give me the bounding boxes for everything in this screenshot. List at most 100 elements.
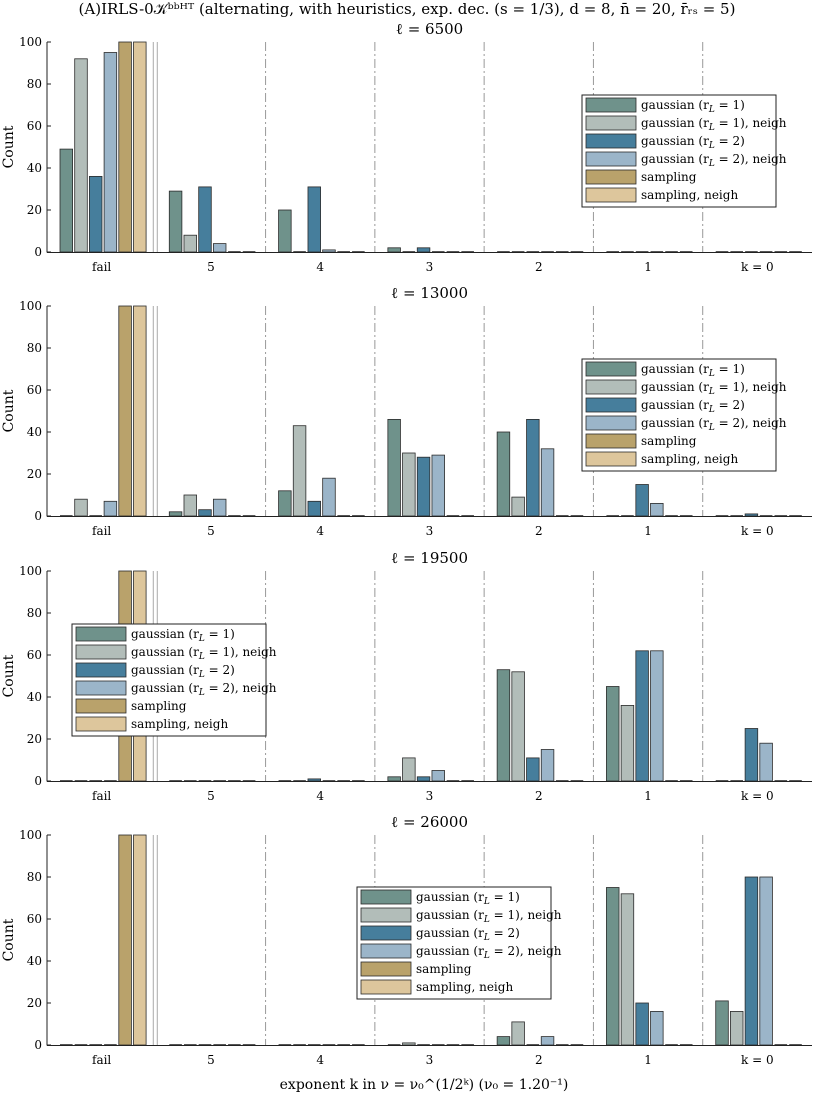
x-tick-label: 5 [207, 1053, 215, 1067]
bar [89, 175, 103, 253]
legend-swatch [585, 133, 637, 149]
legend-label: gaussian (rL = 1), neigh [641, 380, 787, 397]
bar [387, 247, 401, 253]
legend-swatch [585, 187, 637, 203]
x-tick-label: 1 [644, 524, 652, 538]
panel-title: ℓ = 19500 [391, 549, 468, 567]
legend-label: sampling, neigh [641, 452, 738, 466]
x-tick-label: 3 [426, 1053, 434, 1067]
y-tick-label: 80 [27, 870, 42, 884]
legend-swatch [75, 680, 127, 696]
x-tick-label: 5 [207, 260, 215, 274]
bar [183, 234, 197, 253]
y-tick-label: 0 [34, 1038, 42, 1052]
x-tick-label: k = 0 [741, 1053, 774, 1067]
bar [198, 186, 212, 253]
bar [198, 509, 212, 517]
x-tick-label: 4 [316, 789, 324, 803]
legend-label: sampling, neigh [641, 188, 738, 202]
legend-swatch [360, 943, 412, 959]
legend-label: gaussian (rL = 1), neigh [641, 116, 787, 133]
bar [620, 705, 635, 782]
bar [278, 209, 292, 253]
bar [620, 893, 635, 1046]
x-tick-label: fail [92, 524, 111, 538]
bar [606, 686, 620, 782]
bar [212, 498, 227, 517]
y-tick-label: 40 [27, 425, 42, 439]
legend-label: gaussian (rL = 2), neigh [641, 152, 787, 169]
bar [322, 249, 336, 253]
legend-label: gaussian (rL = 2) [131, 663, 235, 680]
legend: gaussian (rL = 1)gaussian (rL = 1), neig… [581, 94, 787, 208]
panel-1: ℓ = 6500 Count 0 20 40 60 80 100 fail 5 4 3 2 1 k = 0 g… [1, 20, 812, 274]
y-tick-label: 80 [27, 341, 42, 355]
bar [103, 52, 118, 253]
legend-label: gaussian (rL = 2) [641, 398, 745, 415]
x-tick-label: 4 [316, 260, 324, 274]
x-tick-label: 1 [644, 260, 652, 274]
x-tick-label: 5 [207, 524, 215, 538]
bar [496, 669, 511, 782]
bar [526, 418, 540, 517]
x-tick-label: fail [92, 1053, 111, 1067]
bar [118, 41, 132, 253]
x-tick-label: 2 [535, 260, 543, 274]
x-tick-label: 3 [426, 260, 434, 274]
legend-swatch [585, 397, 637, 413]
legend-swatch [75, 716, 127, 732]
y-tick-label: 60 [27, 912, 42, 926]
bar [307, 778, 321, 782]
x-tick-label: fail [92, 260, 111, 274]
x-tick-label: 2 [535, 524, 543, 538]
legend: gaussian (rL = 1)gaussian (rL = 1), neig… [581, 358, 787, 472]
bar [496, 431, 511, 517]
bar [526, 757, 540, 782]
legend-swatch [585, 169, 637, 185]
bar [183, 494, 197, 517]
legend-label: gaussian (rL = 2), neigh [131, 681, 277, 698]
x-tick-label: 1 [644, 789, 652, 803]
bar [74, 498, 88, 517]
y-tick-label: 40 [27, 161, 42, 175]
bar [511, 496, 525, 517]
legend-box [356, 886, 552, 1000]
x-tick-label: k = 0 [741, 260, 774, 274]
legend-label: gaussian (rL = 2) [416, 926, 520, 943]
y-tick-label: 20 [27, 467, 42, 481]
y-tick-label: 40 [27, 954, 42, 968]
bar [402, 1042, 416, 1046]
bar [759, 742, 773, 782]
bar [650, 502, 664, 517]
legend-label: gaussian (rL = 1) [131, 627, 235, 644]
legend-swatch [585, 379, 637, 395]
legend-swatch [360, 907, 412, 923]
legend-swatch [585, 451, 637, 467]
bar [133, 305, 147, 517]
x-tick-label: fail [92, 789, 111, 803]
legend-label: gaussian (rL = 1), neigh [131, 645, 277, 662]
legend-swatch [585, 433, 637, 449]
legend-label: gaussian (rL = 2), neigh [416, 944, 562, 961]
bar [133, 41, 147, 253]
y-tick-label: 0 [34, 509, 42, 523]
legend: gaussian (rL = 1)gaussian (rL = 1), neig… [71, 623, 277, 737]
y-axis-label: Count [1, 125, 17, 168]
bar [540, 749, 555, 782]
legend-swatch [585, 415, 637, 431]
bar [431, 770, 445, 782]
legend-label: sampling [641, 434, 697, 448]
y-tick-label: 100 [19, 828, 42, 842]
panel-title: ℓ = 6500 [396, 20, 463, 38]
bar [402, 757, 416, 782]
y-tick-label: 60 [27, 648, 42, 662]
legend-swatch [585, 97, 637, 113]
x-axis-label: exponent k in ν = ν₀^(1/2ᵏ) (ν₀ = 1.20⁻¹… [280, 1077, 569, 1093]
legend-label: sampling, neigh [416, 980, 513, 994]
bar [759, 876, 773, 1046]
bar [168, 190, 183, 253]
bar [133, 834, 147, 1046]
legend-label: gaussian (rL = 1) [416, 890, 520, 907]
bar [511, 671, 525, 782]
legend-label: gaussian (rL = 1) [641, 98, 745, 115]
